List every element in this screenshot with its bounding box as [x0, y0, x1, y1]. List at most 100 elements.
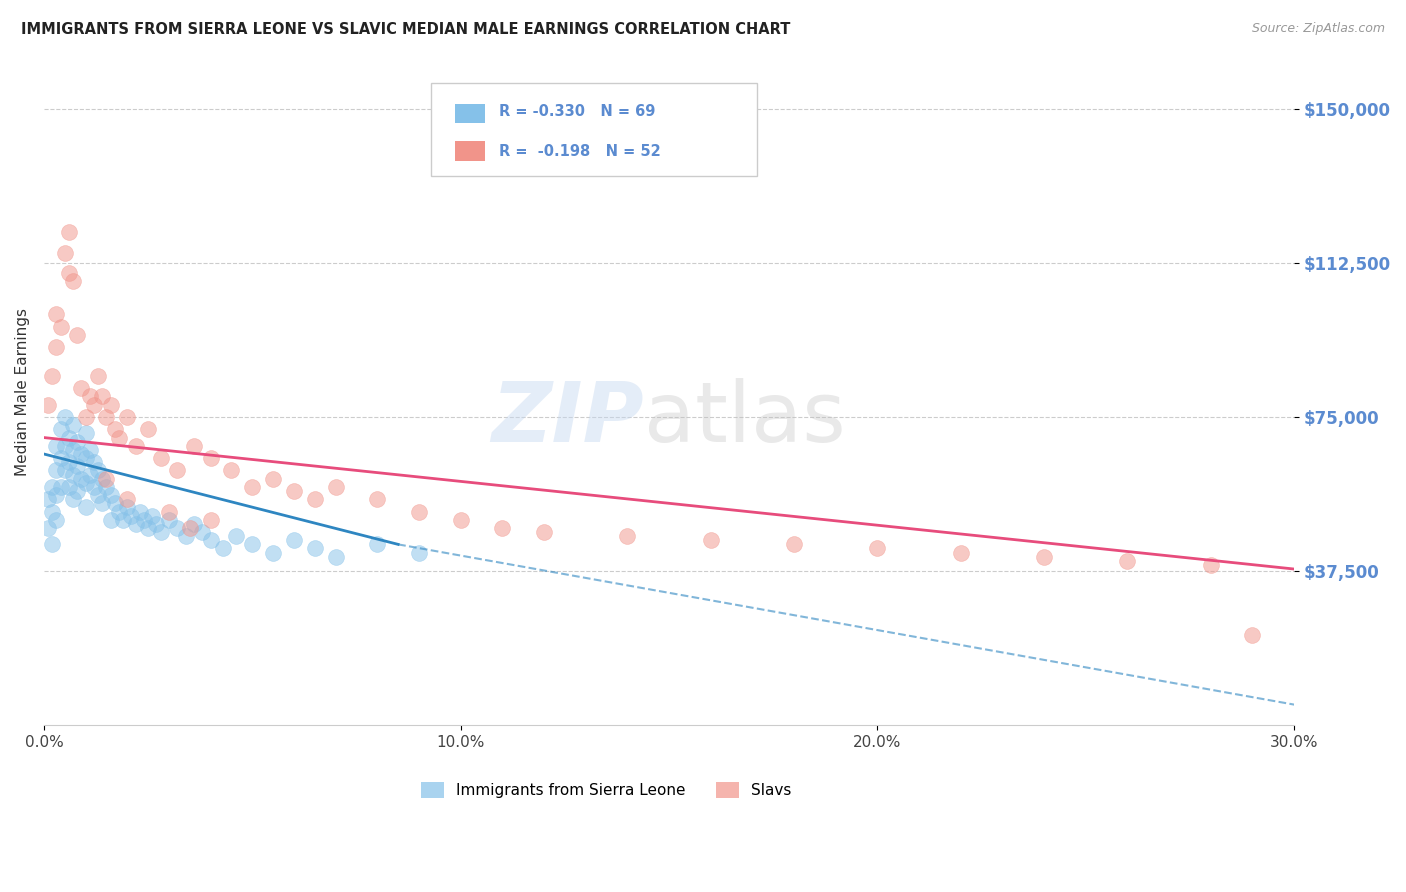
Point [262, 546, 284, 560]
Point [62, 467, 84, 482]
Point [45, 307, 67, 321]
Point [87, 488, 110, 502]
Point [200, 513, 222, 527]
Point [240, 537, 263, 551]
Point [41, 537, 63, 551]
Point [70, 381, 93, 395]
Point [41, 504, 63, 518]
Point [240, 480, 263, 494]
Point [70, 472, 93, 486]
Point [225, 529, 247, 543]
Point [66, 327, 89, 342]
Point [62, 492, 84, 507]
Point [1199, 558, 1222, 572]
Point [166, 521, 188, 535]
Point [157, 513, 180, 527]
Point [1241, 628, 1264, 642]
Point [100, 398, 122, 412]
Point [37, 521, 59, 535]
Point [79, 442, 101, 457]
Point [87, 368, 110, 383]
Point [49, 422, 72, 436]
Point [408, 546, 430, 560]
Point [41, 368, 63, 383]
Point [53, 245, 76, 260]
Point [58, 480, 80, 494]
Point [949, 546, 972, 560]
Point [75, 410, 97, 425]
Point [283, 533, 305, 548]
Point [699, 533, 721, 548]
Point [366, 492, 388, 507]
Point [53, 439, 76, 453]
Point [49, 451, 72, 466]
Point [366, 537, 388, 551]
Point [108, 504, 131, 518]
Point [41, 480, 63, 494]
Point [58, 225, 80, 239]
Point [100, 488, 122, 502]
Point [866, 541, 889, 556]
Point [304, 492, 326, 507]
Point [79, 467, 101, 482]
Point [96, 472, 118, 486]
Point [174, 529, 197, 543]
Point [120, 508, 142, 523]
Point [45, 340, 67, 354]
Point [45, 463, 67, 477]
Text: R = -0.330   N = 69: R = -0.330 N = 69 [499, 104, 655, 119]
Point [115, 410, 138, 425]
Point [179, 521, 201, 535]
Point [79, 389, 101, 403]
Point [408, 504, 430, 518]
Text: atlas: atlas [644, 378, 846, 459]
Point [83, 455, 105, 469]
Point [91, 496, 114, 510]
Point [91, 472, 114, 486]
Point [66, 459, 89, 474]
Point [132, 513, 155, 527]
Point [49, 480, 72, 494]
FancyBboxPatch shape [456, 142, 485, 161]
Point [104, 496, 127, 510]
Point [124, 516, 146, 531]
Point [45, 488, 67, 502]
Point [166, 463, 188, 477]
Legend: Immigrants from Sierra Leone, Slavs: Immigrants from Sierra Leone, Slavs [415, 776, 799, 805]
Point [212, 541, 235, 556]
Point [58, 455, 80, 469]
Point [136, 521, 159, 535]
Point [96, 410, 118, 425]
Point [200, 533, 222, 548]
Text: ZIP: ZIP [491, 378, 644, 459]
Point [115, 492, 138, 507]
Point [66, 483, 89, 498]
Point [221, 463, 243, 477]
Point [37, 398, 59, 412]
Point [83, 480, 105, 494]
Text: IMMIGRANTS FROM SIERRA LEONE VS SLAVIC MEDIAN MALE EARNINGS CORRELATION CHART: IMMIGRANTS FROM SIERRA LEONE VS SLAVIC M… [21, 22, 790, 37]
Point [533, 524, 555, 539]
Point [149, 451, 172, 466]
Point [283, 483, 305, 498]
Point [616, 529, 638, 543]
Point [87, 463, 110, 477]
Point [262, 472, 284, 486]
Point [1116, 554, 1139, 568]
Point [104, 422, 127, 436]
Point [58, 431, 80, 445]
Point [183, 439, 205, 453]
Point [128, 504, 150, 518]
Point [491, 521, 513, 535]
Point [62, 418, 84, 433]
Point [183, 516, 205, 531]
Point [53, 410, 76, 425]
Point [200, 451, 222, 466]
Point [157, 504, 180, 518]
Point [96, 480, 118, 494]
Text: Source: ZipAtlas.com: Source: ZipAtlas.com [1251, 22, 1385, 36]
Point [191, 524, 214, 539]
FancyBboxPatch shape [456, 103, 485, 123]
Point [70, 447, 93, 461]
Point [141, 508, 163, 523]
